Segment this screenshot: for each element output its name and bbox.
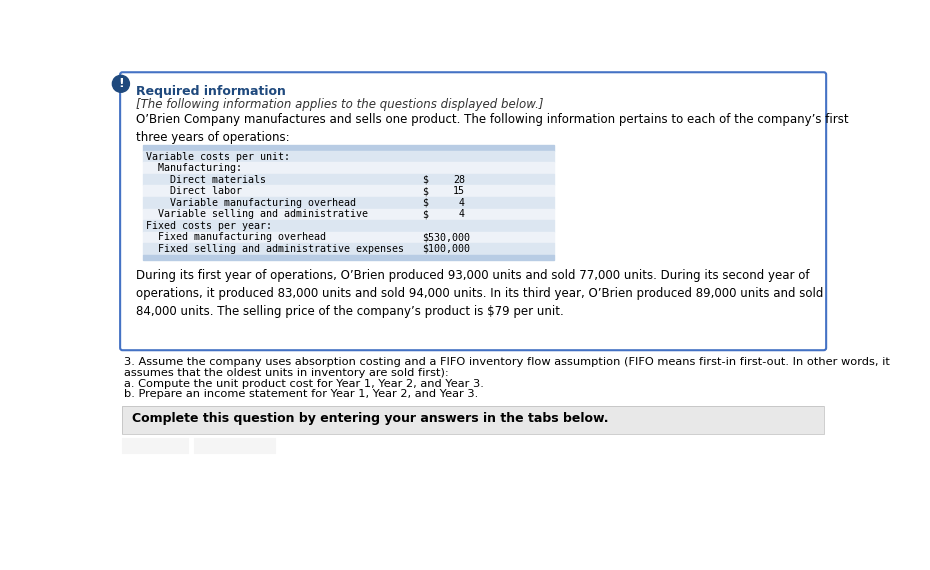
Text: $: $ <box>422 209 429 219</box>
Bar <box>143 231 554 243</box>
Text: Complete this question by entering your answers in the tabs below.: Complete this question by entering your … <box>132 413 608 425</box>
Text: Fixed selling and administrative expenses: Fixed selling and administrative expense… <box>147 244 405 254</box>
Text: 4: 4 <box>459 209 465 219</box>
Text: Fixed costs per year:: Fixed costs per year: <box>147 221 272 231</box>
Text: Fixed manufacturing overhead: Fixed manufacturing overhead <box>147 233 326 242</box>
Circle shape <box>113 75 129 92</box>
Bar <box>143 174 554 185</box>
Text: 28: 28 <box>453 174 465 185</box>
Text: 15: 15 <box>453 186 465 196</box>
Bar <box>123 438 188 453</box>
Text: $: $ <box>422 186 429 196</box>
Text: [The following information applies to the questions displayed below.]: [The following information applies to th… <box>137 97 544 111</box>
Text: $100,000: $100,000 <box>422 244 471 254</box>
Text: O’Brien Company manufactures and sells one product. The following information pe: O’Brien Company manufactures and sells o… <box>137 113 849 144</box>
Text: !: ! <box>118 78 124 90</box>
Text: 4: 4 <box>459 198 465 207</box>
Text: Direct labor: Direct labor <box>147 186 243 196</box>
Text: $530,000: $530,000 <box>422 233 471 242</box>
Text: Manufacturing:: Manufacturing: <box>147 163 243 173</box>
Text: $: $ <box>422 174 429 185</box>
Text: Variable manufacturing overhead: Variable manufacturing overhead <box>147 198 356 207</box>
Text: Variable costs per unit:: Variable costs per unit: <box>147 152 290 161</box>
Text: Variable selling and administrative: Variable selling and administrative <box>147 209 368 219</box>
Bar <box>143 220 554 231</box>
Bar <box>143 185 554 197</box>
Text: Required information: Required information <box>137 86 286 99</box>
Bar <box>143 197 554 209</box>
Text: 3. Assume the company uses absorption costing and a FIFO inventory flow assumpti: 3. Assume the company uses absorption co… <box>124 357 890 367</box>
Bar <box>143 151 554 162</box>
Bar <box>143 243 554 255</box>
Bar <box>143 162 554 174</box>
Bar <box>123 406 824 434</box>
FancyBboxPatch shape <box>120 72 826 350</box>
Bar <box>143 209 554 220</box>
Bar <box>193 438 275 453</box>
Bar <box>123 406 824 434</box>
Bar <box>143 145 554 151</box>
Text: During its first year of operations, O’Brien produced 93,000 units and sold 77,0: During its first year of operations, O’B… <box>137 270 824 319</box>
Text: b. Prepare an income statement for Year 1, Year 2, and Year 3.: b. Prepare an income statement for Year … <box>124 389 478 400</box>
Text: $: $ <box>422 198 429 207</box>
Text: Direct materials: Direct materials <box>147 174 267 185</box>
Text: a. Compute the unit product cost for Year 1, Year 2, and Year 3.: a. Compute the unit product cost for Yea… <box>124 378 484 389</box>
Text: assumes that the oldest units in inventory are sold first):: assumes that the oldest units in invento… <box>124 368 449 378</box>
Bar <box>143 255 554 260</box>
